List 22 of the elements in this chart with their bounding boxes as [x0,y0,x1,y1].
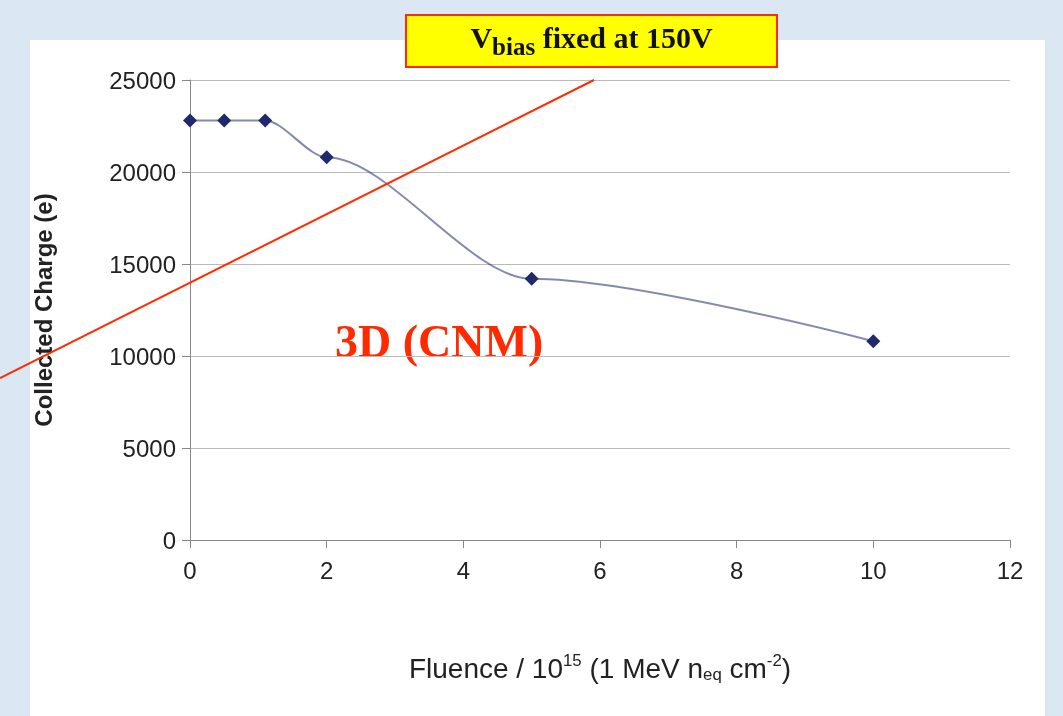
point [183,113,197,128]
y-tick-label: 25000 [109,66,176,94]
x-tick-label: 8 [729,556,744,584]
point [866,334,881,349]
x-tick-label: 4 [456,556,471,584]
y-tick-label: 0 [162,526,176,554]
point [319,150,334,165]
x-tick-label: 0 [183,556,197,584]
point [258,113,273,128]
text: V$_{bias}$ fixed at 150V [470,21,713,61]
y-tick-label: 10000 [109,342,176,370]
point [524,271,539,286]
y-tick-label: 5000 [122,434,176,462]
x-tick-label: 12 [996,556,1024,584]
point [217,113,232,128]
y-tick-label: 15000 [109,250,176,278]
x-tick-label: 6 [593,556,607,584]
annotation: 3D (CNM) [335,315,544,367]
y-axis-title: Collected Charge (e) [29,193,57,427]
x-tick-label: 2 [319,556,334,584]
x-tick-label: 10 [859,556,887,584]
y-tick-label: 20000 [109,158,176,186]
